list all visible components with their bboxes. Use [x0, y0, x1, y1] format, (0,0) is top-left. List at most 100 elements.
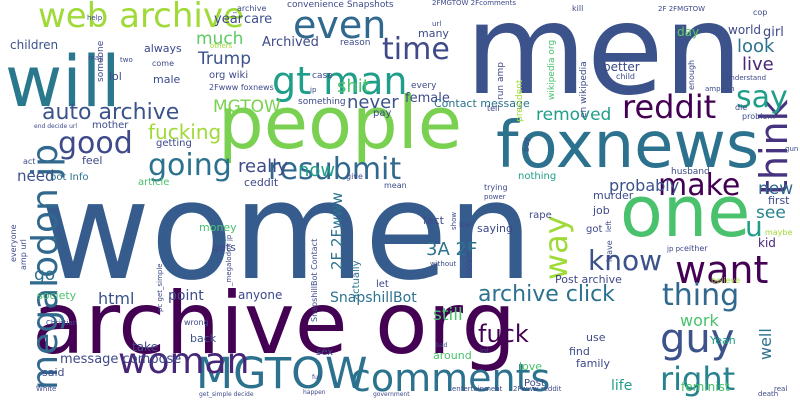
word-use: use: [586, 331, 606, 344]
word-female: female: [405, 91, 450, 106]
word-gun: gun: [785, 145, 799, 153]
word-show: show: [450, 211, 458, 230]
word-care: care: [244, 12, 273, 27]
word-leave: leave: [605, 240, 614, 262]
word-jp: jp: [310, 86, 317, 94]
word-getting: getting: [156, 138, 192, 149]
word-christian: Christian: [46, 319, 78, 327]
word-always: always: [144, 42, 182, 55]
word-run-amp: run amp: [496, 62, 506, 100]
word-comments: comments: [350, 356, 551, 400]
word-snapshillbot-contact: SnapshillBot Contact: [310, 238, 319, 322]
word-case: case: [312, 71, 333, 81]
word-html: html: [98, 289, 135, 308]
word-women: women: [40, 153, 534, 310]
word-entertainment: entertainment: [452, 385, 503, 393]
word-family: family: [576, 357, 610, 370]
word-message-compose: message compose: [60, 352, 182, 367]
word-really: really: [238, 156, 288, 177]
word-thing: thing: [662, 278, 740, 313]
word-money: money: [199, 221, 237, 234]
word-pay: pay: [373, 108, 392, 119]
word-people: people: [218, 81, 463, 165]
word-power: power: [484, 193, 506, 201]
word-white: White: [36, 385, 57, 393]
word-much: much: [196, 29, 244, 49]
word-back: back: [190, 332, 217, 345]
word-said: said: [42, 366, 65, 379]
word-yeah: Yeah: [710, 334, 736, 347]
word-life: life: [611, 378, 633, 394]
word-go: go: [34, 265, 56, 285]
word-men: men: [465, 0, 743, 123]
word-2fwww-foxnews: 2Fwww foxnews: [209, 83, 274, 92]
word-new: new: [758, 179, 794, 199]
word-web-archive: web archive: [38, 0, 244, 36]
word-movie: movie: [465, 250, 475, 278]
word-article: article: [138, 177, 170, 188]
word-husband: husband: [671, 167, 710, 177]
word-maybe: maybe: [765, 228, 793, 237]
word-well: well: [756, 328, 775, 360]
word-left: left: [605, 220, 613, 232]
word-guy: guy: [660, 316, 735, 362]
word-kid: kid: [758, 236, 776, 250]
word-foxnews: foxnews: [496, 109, 760, 183]
word-now: now: [298, 160, 336, 181]
word-fucking: fucking: [148, 120, 222, 144]
word-law: law: [459, 221, 471, 229]
word-contact-message: Contact message: [434, 97, 530, 110]
word-snapshillbot: SnapshillBot: [330, 290, 417, 306]
word-better: better: [603, 60, 640, 74]
word-trump: Trump: [198, 49, 252, 69]
word-2f-2fmgtow: 2F 2FMGTOW: [658, 5, 706, 13]
word-want: want: [675, 248, 769, 292]
word-kill: kill: [572, 4, 584, 13]
word-cop: cop: [753, 8, 768, 17]
word-gt-man: gt man: [272, 59, 408, 103]
word-nothing: nothing: [518, 171, 557, 182]
word-find: find: [569, 345, 590, 358]
word-every: every: [411, 81, 437, 91]
word-fuck: fuck: [478, 320, 529, 348]
word-convenience-snapshots: convenience Snapshots: [287, 0, 394, 10]
word-world: world: [728, 23, 762, 37]
word-give: give: [346, 172, 363, 181]
word-say: say: [736, 80, 788, 115]
word-gets: gets: [212, 241, 236, 254]
word-amp-url: amp url: [19, 239, 28, 270]
word-saying: saying: [477, 222, 513, 235]
word-live: live: [742, 54, 774, 75]
word-archive-org: archive org: [32, 274, 517, 374]
word-real: real: [774, 385, 788, 393]
word-resubmit: resubmit: [268, 152, 402, 187]
word-bot-info: bot Info: [50, 172, 89, 183]
word-let: let: [376, 279, 389, 290]
word-enough: enough: [687, 59, 696, 90]
word-pc-get-simple: pc get_simple: [156, 263, 164, 312]
word-url: url: [432, 20, 442, 28]
word-may: may: [88, 54, 104, 62]
word-reddit: reddit: [622, 88, 717, 126]
word-rape: rape: [529, 210, 552, 221]
word-many: many: [418, 27, 449, 40]
word-actually: actually: [351, 260, 362, 301]
word-trying: trying: [484, 183, 508, 192]
word-org-wiki: org wiki: [209, 70, 249, 81]
word-will: will: [5, 41, 121, 123]
word-death: death: [758, 390, 779, 398]
word-murder: murder: [593, 189, 634, 202]
word-president: president: [515, 79, 525, 122]
word-archive-click: archive click: [478, 282, 615, 307]
word-society: society: [37, 289, 77, 302]
word-girl: girl: [763, 25, 784, 40]
word-believe: believe: [711, 276, 741, 285]
word-going: going: [148, 148, 232, 183]
word-help: help: [87, 14, 103, 22]
word-look: look: [737, 36, 775, 57]
word-lol: lol: [109, 70, 122, 83]
word-others: others: [210, 42, 233, 50]
word-2fwww-reddit: 2Fwww reddit: [513, 385, 562, 393]
word-point: point: [168, 288, 204, 304]
word-underscore-megalodon-jp: _megalodon jp: [225, 234, 233, 286]
